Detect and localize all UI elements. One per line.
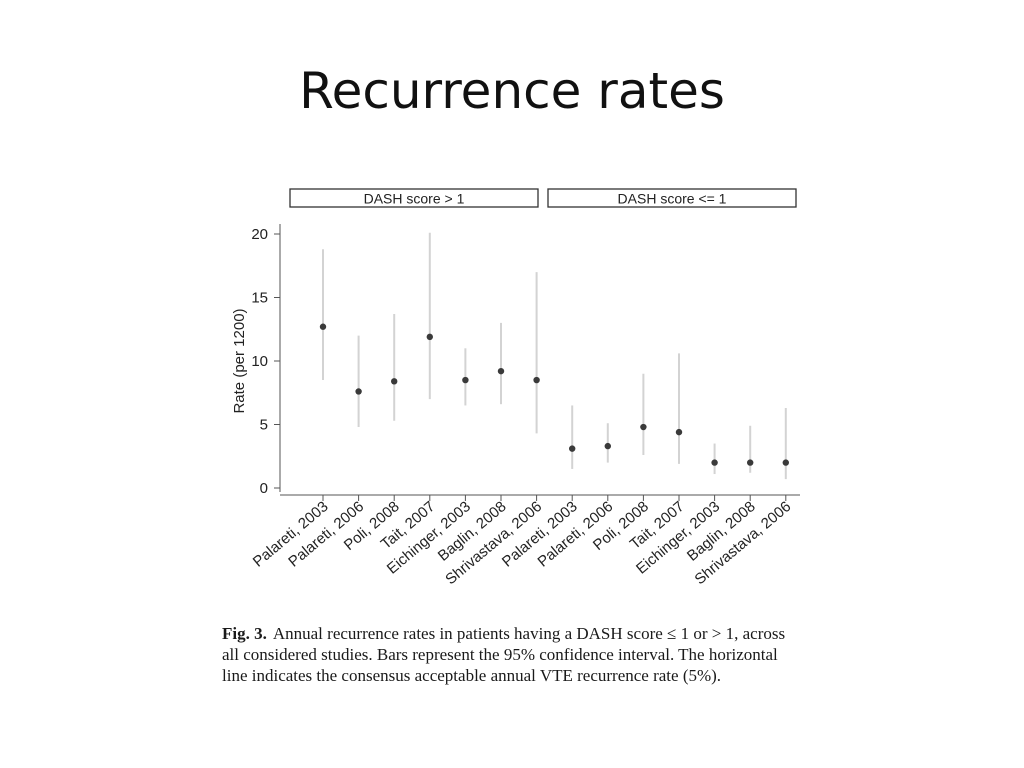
y-tick-label: 0 [260, 480, 268, 497]
data-point [426, 333, 433, 341]
data-point [391, 378, 398, 385]
data-point [533, 376, 540, 384]
figure-caption: Fig. 3. Annual recurrence rates in patien… [222, 623, 802, 686]
y-tick-label: 10 [251, 353, 268, 370]
data-point [604, 442, 611, 450]
y-axis-title: Rate (per 1200) [231, 308, 248, 413]
y-tick-label: 15 [251, 290, 268, 307]
data-point [711, 459, 718, 466]
figure-caption-text: Annual recurrence rates in patients havi… [222, 624, 786, 685]
data-point [640, 423, 647, 431]
data-point [675, 428, 683, 436]
data-point [569, 445, 576, 452]
panel-strip-label: DASH score <= 1 [618, 191, 727, 207]
data-point [782, 459, 789, 466]
data-point [747, 459, 754, 466]
slide-title: Recurrence rates [299, 62, 725, 120]
panel-strip-label: DASH score > 1 [364, 191, 465, 207]
figure-label: Fig. 3. [222, 624, 267, 643]
data-point [462, 376, 469, 384]
data-point [497, 367, 505, 375]
panel-strip [289, 188, 539, 208]
data-point [319, 323, 327, 330]
y-tick-label: 20 [251, 226, 268, 243]
data-point [355, 388, 362, 395]
y-tick-label: 5 [260, 417, 268, 434]
panel-strip [547, 188, 797, 208]
